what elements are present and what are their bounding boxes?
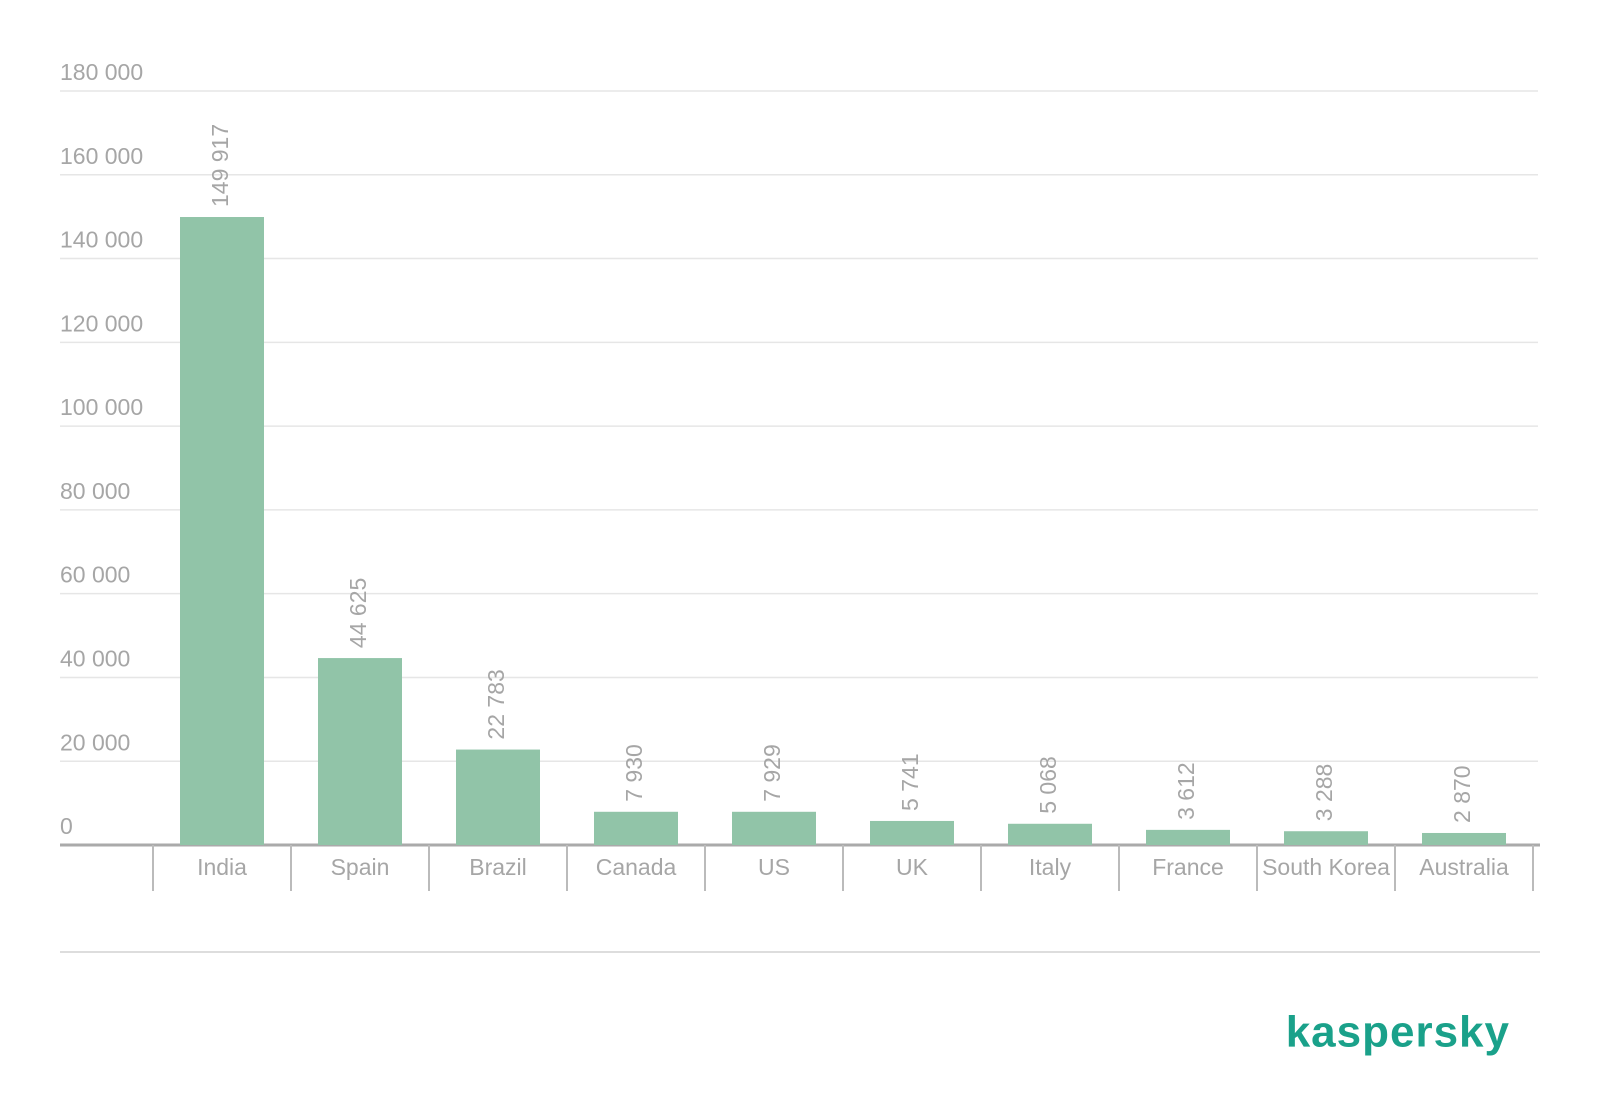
y-tick-label: 80 000 xyxy=(60,478,130,504)
logo: kaspersky xyxy=(1286,1008,1510,1057)
value-label: 5 741 xyxy=(897,753,923,811)
y-tick-label: 40 000 xyxy=(60,646,130,672)
x-tick-label: France xyxy=(1152,854,1224,880)
value-label: 7 929 xyxy=(759,744,785,802)
value-label: 149 917 xyxy=(207,124,233,207)
x-tick-label: Australia xyxy=(1419,854,1509,880)
bar xyxy=(870,820,954,845)
bar xyxy=(1146,829,1230,845)
value-label: 3 612 xyxy=(1173,762,1199,820)
y-tick-label: 120 000 xyxy=(60,310,143,336)
value-label: 22 783 xyxy=(483,669,509,739)
y-tick-label: 20 000 xyxy=(60,729,130,755)
y-tick-label: 60 000 xyxy=(60,562,130,588)
bar xyxy=(1422,832,1506,845)
x-tick-label: Italy xyxy=(1029,854,1072,880)
x-tick-label: Brazil xyxy=(469,854,527,880)
value-label: 7 930 xyxy=(621,744,647,802)
y-tick-label: 180 000 xyxy=(60,59,143,85)
value-label: 44 625 xyxy=(345,578,371,648)
x-tick-label: South Korea xyxy=(1262,854,1390,880)
bar xyxy=(318,658,402,845)
x-tick-label: Spain xyxy=(331,854,390,880)
value-label: 2 870 xyxy=(1449,765,1475,823)
y-tick-label: 0 xyxy=(60,813,73,839)
x-tick-label: Canada xyxy=(596,854,677,880)
x-tick-label: US xyxy=(758,854,790,880)
bar xyxy=(1008,823,1092,845)
y-tick-label: 140 000 xyxy=(60,227,143,253)
bar xyxy=(594,811,678,845)
x-tick-label: UK xyxy=(896,854,929,880)
bar xyxy=(456,749,540,845)
y-tick-label: 100 000 xyxy=(60,394,143,420)
x-tick-label: India xyxy=(197,854,247,880)
bar xyxy=(732,811,816,845)
y-tick-label: 160 000 xyxy=(60,143,143,169)
bar xyxy=(180,217,264,845)
value-label: 3 288 xyxy=(1311,764,1337,822)
bar xyxy=(1284,831,1368,845)
value-label: 5 068 xyxy=(1035,756,1061,814)
